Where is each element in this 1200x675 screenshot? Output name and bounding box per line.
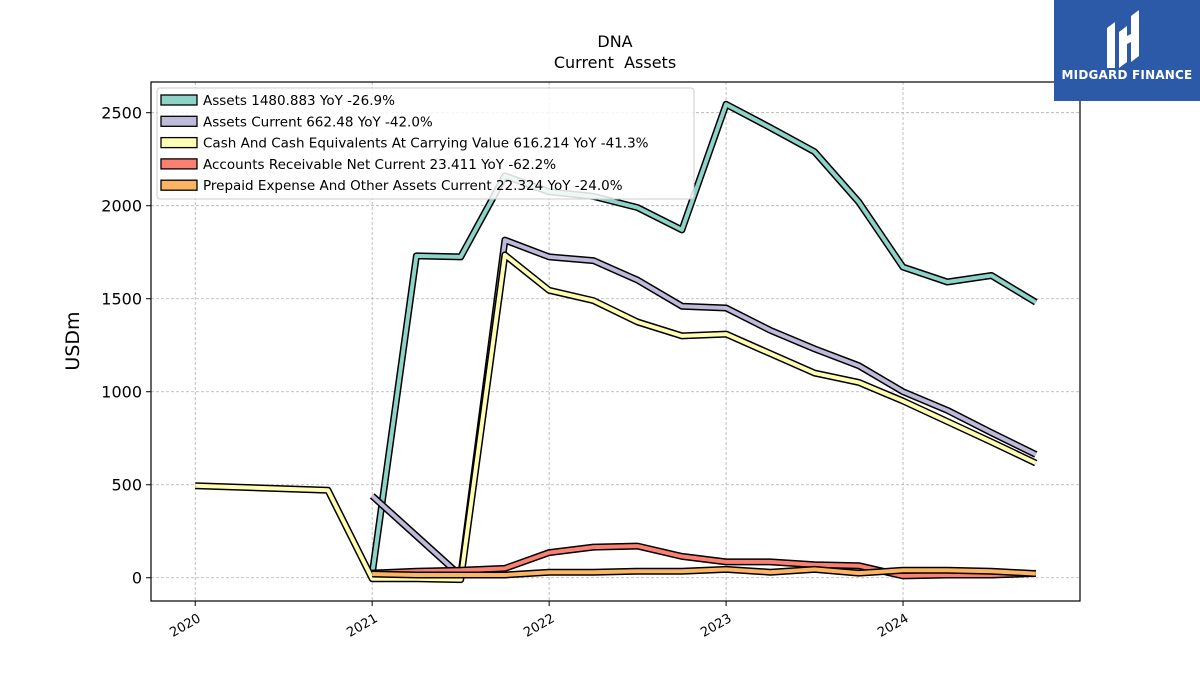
legend-label: Assets 1480.883 YoY -26.9%: [203, 93, 395, 109]
y-axis-label: USDm: [62, 311, 84, 370]
legend-label: Assets Current 662.48 YoY -42.0%: [203, 114, 433, 130]
series-group: [195, 100, 1038, 584]
series-assets-line: [370, 102, 1037, 575]
series-assets-current-line: [370, 238, 1037, 578]
chart-title: DNA: [597, 32, 632, 51]
chart-subtitle: Current Assets: [554, 53, 676, 72]
legend-swatch: [160, 115, 198, 127]
legend-box: [156, 87, 695, 200]
series-assets: [368, 100, 1038, 575]
series-cash-and-cash-equivalents-at-carrying-value: [195, 251, 1038, 584]
legend-swatch: [160, 136, 198, 149]
legend-label: Cash And Cash Equivalents At Carrying Va…: [203, 136, 649, 152]
legend-swatch: [160, 179, 198, 191]
legend-label: Accounts Receivable Net Current 23.411 Y…: [203, 157, 556, 173]
series-prepaid-expense-and-other-assets-current-line: [372, 567, 1036, 577]
legend-label: Prepaid Expense And Other Assets Current…: [203, 178, 623, 194]
x-tick-label: 2023: [698, 611, 734, 641]
legend-swatch: [160, 94, 198, 106]
brand-logo: MIDGARD FINANCE: [1054, 0, 1200, 101]
logo-text: MIDGARD FINANCE: [1061, 68, 1193, 82]
y-tick-label: 1500: [101, 290, 142, 309]
series-accounts-receivable-net-current: [372, 542, 1036, 580]
x-tick-label: 2024: [875, 611, 911, 641]
series-accounts-receivable-net-current-line: [372, 544, 1036, 578]
x-tick-label: 2020: [167, 611, 203, 641]
series-assets-current-outline: [369, 236, 1038, 580]
y-tick-label: 0: [132, 569, 142, 588]
logo-mark-icon: [1107, 10, 1139, 68]
series-assets-current: [369, 236, 1038, 580]
y-tick-label: 500: [111, 476, 142, 495]
series-prepaid-expense-and-other-assets-current: [372, 565, 1036, 579]
legend: Assets 1480.883 YoY -26.9% Assets Current…: [156, 87, 695, 200]
y-tick-label: 2000: [101, 197, 142, 216]
series-cash-and-cash-equivalents-at-carrying-value-outline: [195, 251, 1038, 584]
series-cash-and-cash-equivalents-at-carrying-value-line: [195, 253, 1037, 582]
plot-frame: [150, 81, 1081, 602]
y-tick-label: 2500: [101, 104, 142, 123]
x-tick-label: 2021: [344, 611, 380, 641]
x-tick-label: 2022: [521, 611, 557, 641]
legend-swatch: [160, 158, 198, 170]
y-tick-label: 1000: [101, 383, 142, 402]
